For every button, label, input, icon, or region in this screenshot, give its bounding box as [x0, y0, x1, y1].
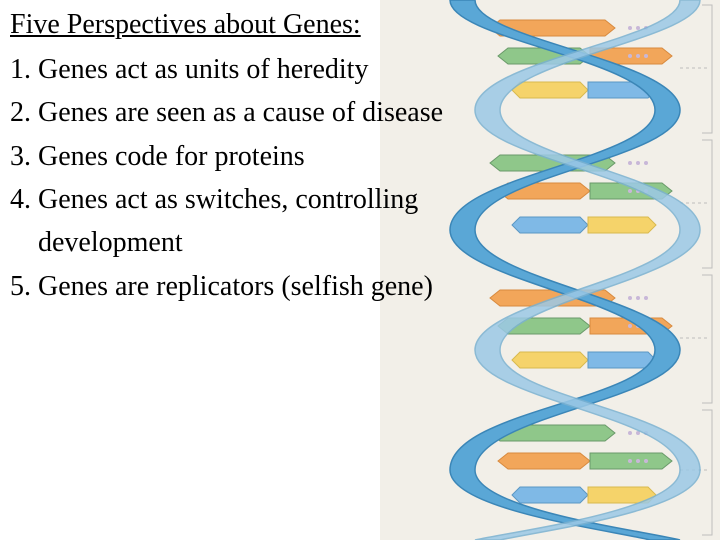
- list-item: 1. Genes act as units of heredity: [10, 48, 710, 91]
- slide-title: Five Perspectives about Genes:: [10, 6, 710, 44]
- list-item-continuation: development: [10, 221, 710, 264]
- slide-text: Five Perspectives about Genes: 1. Genes …: [0, 0, 720, 308]
- list-item: 3. Genes code for proteins: [10, 135, 710, 178]
- list-item: 2. Genes are seen as a cause of disease: [10, 91, 710, 134]
- list-item: 4. Genes act as switches, controlling: [10, 178, 710, 221]
- list-item: 5. Genes are replicators (selfish gene): [10, 265, 710, 308]
